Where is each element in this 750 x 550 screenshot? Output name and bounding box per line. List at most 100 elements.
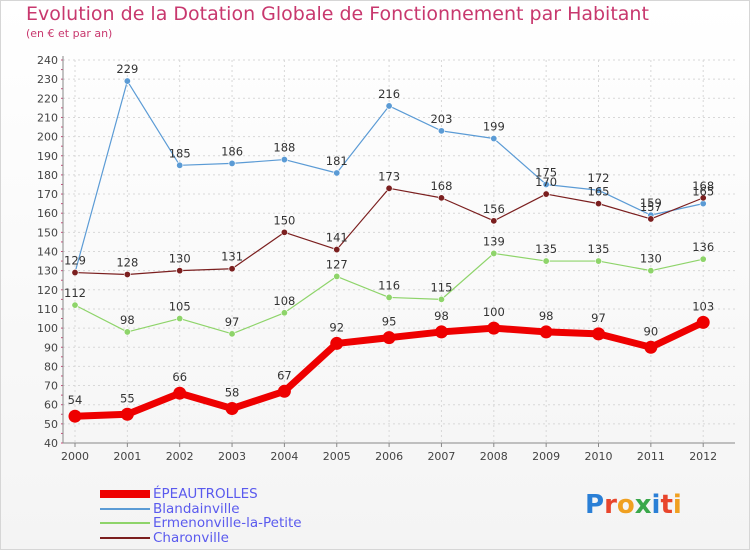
y-tick-label: 170 xyxy=(37,188,58,201)
data-point-charonville xyxy=(333,246,341,254)
data-point-ermenonville-la-petite xyxy=(333,272,341,280)
y-tick-label: 60 xyxy=(44,399,58,412)
y-tick-label: 200 xyxy=(37,131,58,144)
data-label-charonville: 170 xyxy=(535,175,557,189)
y-tick-label: 80 xyxy=(44,360,58,373)
data-label--peautrolles: 90 xyxy=(644,324,659,338)
y-tick-label: 190 xyxy=(37,150,58,163)
data-point-charonville xyxy=(228,265,236,273)
data-point-charonville xyxy=(71,269,79,277)
data-label--peautrolles: 97 xyxy=(591,311,606,325)
data-point--peautrolles xyxy=(644,340,658,354)
data-point-charonville xyxy=(647,215,655,223)
legend-swatch-blandainville xyxy=(100,507,150,510)
data-label-charonville: 131 xyxy=(221,250,243,264)
data-point--peautrolles xyxy=(173,386,187,400)
data-label-charonville: 157 xyxy=(640,200,662,214)
data-point-charonville xyxy=(123,270,131,278)
y-tick-label: 70 xyxy=(44,380,58,393)
x-tick-label: 2004 xyxy=(270,450,298,463)
data-label-blandainville: 229 xyxy=(116,62,138,76)
data-point--peautrolles xyxy=(539,325,553,339)
legend: ÉPEAUTROLLES Blandainville Ermenonville-… xyxy=(100,486,360,546)
data-point--peautrolles xyxy=(225,402,239,416)
data-label-ermenonville-la-petite: 98 xyxy=(120,313,135,327)
data-point-blandainville xyxy=(228,159,236,167)
data-point-blandainville xyxy=(594,186,602,194)
data-label-charonville: 168 xyxy=(430,179,452,193)
data-label-charonville: 129 xyxy=(64,254,86,268)
logo-letter: i xyxy=(672,490,682,520)
x-tick-label: 2003 xyxy=(218,450,246,463)
data-point-charonville xyxy=(542,190,550,198)
data-point-blandainville xyxy=(490,135,498,143)
data-label-charonville: 141 xyxy=(326,231,348,245)
legend-label-blandainville: Blandainville xyxy=(153,500,240,517)
data-point-blandainville xyxy=(385,102,393,110)
data-label-ermenonville-la-petite: 115 xyxy=(430,280,452,294)
data-point-ermenonville-la-petite xyxy=(542,257,550,265)
logo-letter: i xyxy=(651,490,661,520)
x-tick-label: 2012 xyxy=(689,450,717,463)
x-tick-label: 2011 xyxy=(637,450,665,463)
x-tick-label: 2000 xyxy=(61,450,89,463)
data-label-charonville: 130 xyxy=(169,252,191,266)
data-label-ermenonville-la-petite: 112 xyxy=(64,286,86,300)
y-tick-label: 40 xyxy=(44,437,58,450)
data-point-blandainville xyxy=(280,156,288,164)
data-point--peautrolles xyxy=(277,384,291,398)
data-label-blandainville: 188 xyxy=(273,141,295,155)
x-tick-label: 2008 xyxy=(480,450,508,463)
data-label-charonville: 173 xyxy=(378,169,400,183)
chart-title: Evolution de la Dotation Globale de Fonc… xyxy=(26,3,649,25)
data-label-blandainville: 172 xyxy=(588,171,610,185)
x-tick-label: 2010 xyxy=(585,450,613,463)
data-label--peautrolles: 92 xyxy=(329,320,344,334)
legend-item-ermenonville: Ermenonville-la-Petite xyxy=(100,515,360,531)
data-point--peautrolles xyxy=(487,321,501,335)
y-tick-label: 140 xyxy=(37,246,58,259)
data-label--peautrolles: 98 xyxy=(539,309,554,323)
data-label--peautrolles: 95 xyxy=(382,315,397,329)
y-tick-label: 120 xyxy=(37,284,58,297)
data-label-blandainville: 203 xyxy=(430,112,452,126)
data-point-ermenonville-la-petite xyxy=(490,249,498,257)
legend-item-epeautrolles: ÉPEAUTROLLES xyxy=(100,486,360,502)
data-point-ermenonville-la-petite xyxy=(176,315,184,323)
data-label-blandainville: 186 xyxy=(221,144,243,158)
y-tick-label: 50 xyxy=(44,418,58,431)
data-label-ermenonville-la-petite: 127 xyxy=(326,257,348,271)
data-point-ermenonville-la-petite xyxy=(71,301,79,309)
data-label--peautrolles: 55 xyxy=(120,391,135,405)
data-label-ermenonville-la-petite: 136 xyxy=(692,240,714,254)
data-label-charonville: 150 xyxy=(273,213,295,227)
data-label-blandainville: 199 xyxy=(483,120,505,134)
data-point--peautrolles xyxy=(68,409,82,423)
logo-letter: x xyxy=(634,490,652,520)
data-point-ermenonville-la-petite xyxy=(228,330,236,338)
data-point-blandainville xyxy=(176,161,184,169)
y-tick-label: 220 xyxy=(37,92,58,105)
data-label-blandainville: 159 xyxy=(640,196,662,210)
y-tick-label: 110 xyxy=(37,303,58,316)
y-tick-label: 150 xyxy=(37,226,58,239)
data-label--peautrolles: 100 xyxy=(483,305,505,319)
data-point-charonville xyxy=(385,184,393,192)
data-label-charonville: 165 xyxy=(588,185,610,199)
data-label-blandainville: 175 xyxy=(535,165,557,179)
legend-item-charonville: Charonville xyxy=(100,530,360,546)
data-label--peautrolles: 103 xyxy=(692,299,714,313)
data-point-blandainville xyxy=(333,169,341,177)
data-point-ermenonville-la-petite xyxy=(123,328,131,336)
y-tick-label: 210 xyxy=(37,111,58,124)
proxiti-logo: Proxiti xyxy=(585,490,682,520)
y-tick-label: 160 xyxy=(37,207,58,220)
y-tick-label: 130 xyxy=(37,265,58,278)
y-tick-label: 230 xyxy=(37,73,58,86)
data-point-charonville xyxy=(490,217,498,225)
data-label-ermenonville-la-petite: 130 xyxy=(640,252,662,266)
data-point-ermenonville-la-petite xyxy=(594,257,602,265)
data-point--peautrolles xyxy=(592,327,605,341)
data-label-ermenonville-la-petite: 105 xyxy=(169,300,191,314)
